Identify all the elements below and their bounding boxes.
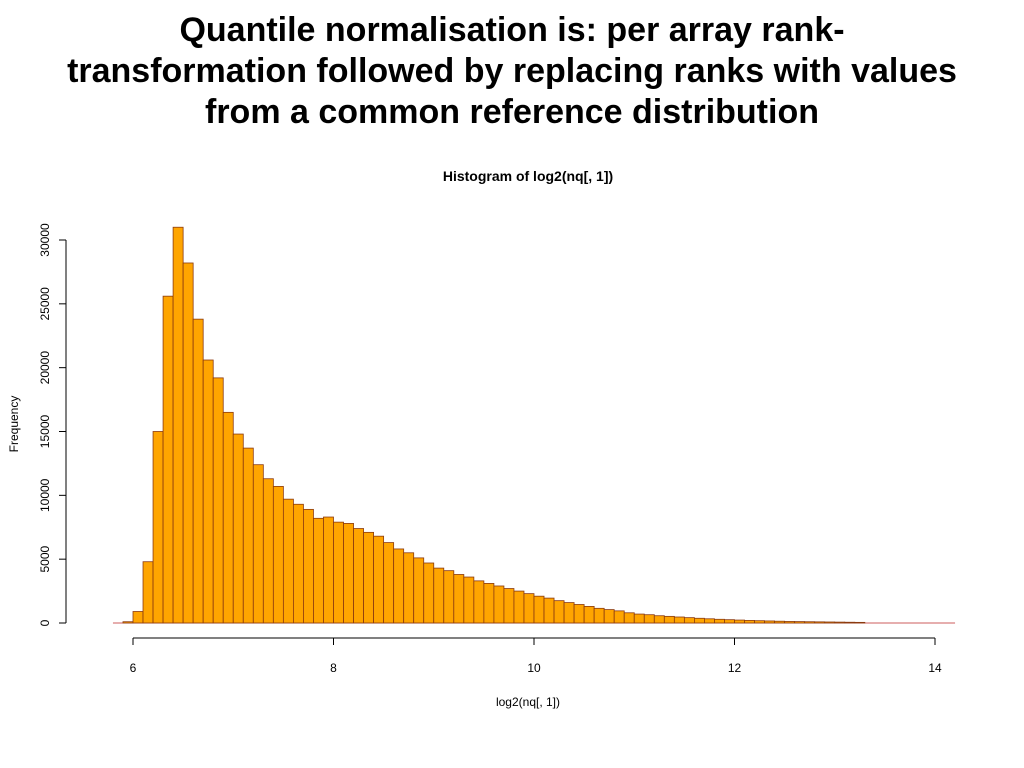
- histogram-bar: [643, 614, 655, 624]
- histogram-bar: [303, 508, 314, 624]
- histogram-bar: [623, 612, 635, 624]
- histogram-bar: [583, 606, 595, 624]
- histogram-bar: [333, 521, 344, 624]
- histogram-bar: [764, 620, 776, 624]
- histogram-bar: [603, 609, 615, 624]
- histogram-bar: [844, 621, 856, 624]
- histogram-bar: [172, 226, 184, 624]
- histogram-bar: [533, 595, 545, 624]
- y-tick-label: 5000: [38, 545, 52, 572]
- histogram-bar: [443, 570, 455, 624]
- histogram-bar: [182, 262, 194, 624]
- histogram-bar: [513, 590, 525, 624]
- histogram-bar: [162, 295, 174, 624]
- histogram-bar: [663, 615, 675, 624]
- x-tick-label: 6: [130, 661, 137, 675]
- histogram-bar: [202, 359, 214, 624]
- histogram-bar: [433, 567, 445, 624]
- histogram-bar: [132, 611, 144, 624]
- histogram-bar: [613, 610, 625, 624]
- histogram-bar: [734, 619, 745, 624]
- histogram-bar: [653, 615, 665, 624]
- histogram-bar: [323, 516, 334, 624]
- histogram-bar: [814, 621, 826, 624]
- histogram-bar: [673, 616, 685, 624]
- histogram-bar: [192, 318, 204, 624]
- histogram-bar: [393, 548, 405, 624]
- histogram-bar: [754, 620, 765, 624]
- slide-title: Quantile normalisation is: per array ran…: [0, 10, 1024, 133]
- histogram-bar: [152, 431, 164, 624]
- histogram-bar: [272, 485, 284, 624]
- histogram-bar: [493, 585, 505, 624]
- y-tick-label: 20000: [38, 351, 52, 385]
- histogram-bar: [714, 618, 725, 624]
- histogram-bar: [403, 552, 415, 624]
- y-tick-label: 15000: [38, 414, 52, 448]
- histogram-bar: [543, 597, 555, 624]
- histogram-bar: [794, 621, 806, 624]
- y-axis-label: Frequency: [7, 396, 21, 453]
- histogram-bar: [373, 535, 385, 624]
- histogram-bar: [704, 618, 715, 624]
- histogram-bar: [854, 621, 866, 624]
- histogram-bar: [252, 464, 264, 624]
- histogram-bar: [122, 621, 134, 624]
- y-tick-label: 0: [38, 619, 52, 626]
- histogram-bar: [804, 621, 816, 624]
- x-tick-label: 10: [527, 661, 541, 675]
- histogram-bar: [683, 617, 695, 624]
- y-tick-label: 10000: [38, 478, 52, 512]
- histogram-bar: [363, 531, 375, 624]
- histogram-bar: [353, 528, 364, 624]
- histogram-bar: [593, 607, 605, 624]
- y-axis: 0 5000 10000 15000 20000 25000 30000: [38, 223, 67, 626]
- histogram-bar: [262, 478, 274, 624]
- histogram-bar: [423, 562, 435, 624]
- histogram-bar: [292, 503, 304, 624]
- histogram-bar: [724, 619, 735, 624]
- histogram-bar: [834, 621, 846, 624]
- histogram-bar: [633, 613, 645, 624]
- histogram-bar: [483, 583, 495, 624]
- histogram-bar: [212, 377, 224, 624]
- histogram-bar: [142, 561, 154, 624]
- x-tick-label: 8: [330, 661, 337, 675]
- histogram-bar: [744, 620, 755, 624]
- x-tick-label: 12: [728, 661, 742, 675]
- histogram-bar: [282, 498, 294, 624]
- x-tick-label: 14: [928, 661, 942, 675]
- histogram-bar: [413, 557, 425, 624]
- histogram-bar: [774, 620, 786, 624]
- histogram-bar: [694, 617, 705, 624]
- histogram-bar: [222, 411, 234, 624]
- histogram-bars: [112, 226, 956, 624]
- histogram-bar: [503, 588, 515, 624]
- y-tick-label: 25000: [38, 287, 52, 321]
- histogram-bar: [553, 600, 565, 624]
- histogram-bar: [242, 447, 254, 624]
- histogram-bar: [573, 604, 585, 624]
- histogram-bar: [563, 602, 575, 624]
- histogram-bar: [473, 580, 485, 624]
- chart-title: Histogram of log2(nq[, 1]): [443, 168, 613, 184]
- histogram-bar: [523, 593, 535, 624]
- histogram-bar: [463, 576, 475, 624]
- histogram-bar: [784, 621, 796, 624]
- slide-title-line-3: from a common reference distribution: [205, 93, 819, 131]
- histogram-bar: [313, 517, 324, 624]
- y-tick-label: 30000: [38, 223, 52, 257]
- histogram-bar: [453, 574, 465, 624]
- slide-title-line-2: transformation followed by replacing ran…: [67, 52, 957, 90]
- histogram-bar: [824, 621, 836, 624]
- slide-title-line-1: Quantile normalisation is: per array ran…: [179, 11, 845, 49]
- histogram-bar: [383, 542, 395, 624]
- histogram-bar: [232, 433, 244, 624]
- histogram-bar: [343, 523, 354, 624]
- x-axis: 6 8 10 12 14: [130, 637, 942, 675]
- x-axis-label: log2(nq[, 1]): [496, 695, 560, 709]
